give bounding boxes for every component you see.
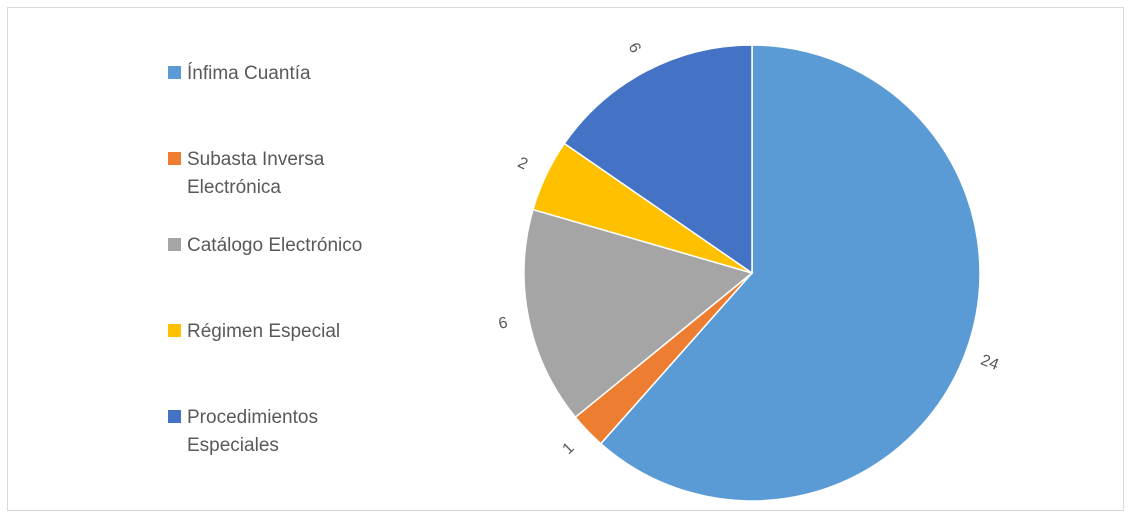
legend: Ínfima Cuantía Subasta Inversa Electróni… <box>168 8 428 526</box>
legend-item-subasta-inversa: Subasta Inversa Electrónica <box>168 146 347 202</box>
legend-item-catalogo-electronico: Catálogo Electrónico <box>168 232 387 260</box>
legend-label-subasta-inversa: Subasta Inversa Electrónica <box>187 149 325 198</box>
chart-area: Ínfima Cuantía Subasta Inversa Electróni… <box>7 7 1124 511</box>
data-label-procedimientos-especiales: 6 <box>625 40 644 56</box>
legend-item-infima-cuantia: Ínfima Cuantía <box>168 60 387 88</box>
legend-label-regimen-especial: Régimen Especial <box>187 321 341 342</box>
legend-swatch-regimen-especial <box>168 324 181 337</box>
data-label-regimen-especial: 2 <box>515 154 530 173</box>
pie-chart: 24 1 6 2 6 <box>497 40 1001 502</box>
pie-slice-infima-cuantia <box>599 44 981 502</box>
legend-label-infima-cuantia: Ínfima Cuantía <box>187 63 311 84</box>
data-label-subasta-inversa: 1 <box>560 439 578 458</box>
data-label-infima-cuantia: 24 <box>978 352 1001 374</box>
legend-swatch-subasta-inversa <box>168 152 181 165</box>
legend-item-regimen-especial: Régimen Especial <box>168 318 387 346</box>
pie-slice-procedimientos-especiales <box>563 44 753 275</box>
legend-label-catalogo-electronico: Catálogo Electrónico <box>187 235 363 256</box>
pie-slice-catalogo-electronico <box>523 208 754 419</box>
legend-swatch-procedimientos-especiales <box>168 410 181 423</box>
data-label-catalogo-electronico: 6 <box>497 314 509 332</box>
legend-swatch-catalogo-electronico <box>168 238 181 251</box>
legend-swatch-infima-cuantia <box>168 66 181 79</box>
legend-item-procedimientos-especiales: Procedimientos Especiales <box>168 404 347 460</box>
pie-slices <box>523 44 981 502</box>
legend-label-procedimientos-especiales: Procedimientos Especiales <box>187 407 318 456</box>
